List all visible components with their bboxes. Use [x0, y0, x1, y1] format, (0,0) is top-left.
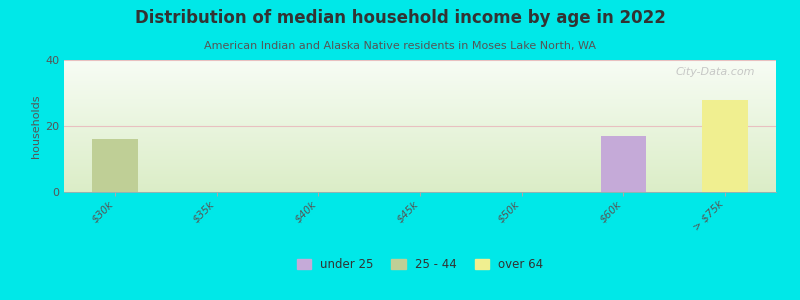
Bar [702, 100, 748, 192]
Bar [92, 139, 138, 192]
Y-axis label: households: households [31, 94, 41, 158]
Legend: under 25, 25 - 44, over 64: under 25, 25 - 44, over 64 [292, 254, 548, 276]
Text: Distribution of median household income by age in 2022: Distribution of median household income … [134, 9, 666, 27]
Text: City-Data.com: City-Data.com [675, 67, 754, 76]
Bar [601, 136, 646, 192]
Text: American Indian and Alaska Native residents in Moses Lake North, WA: American Indian and Alaska Native reside… [204, 40, 596, 50]
